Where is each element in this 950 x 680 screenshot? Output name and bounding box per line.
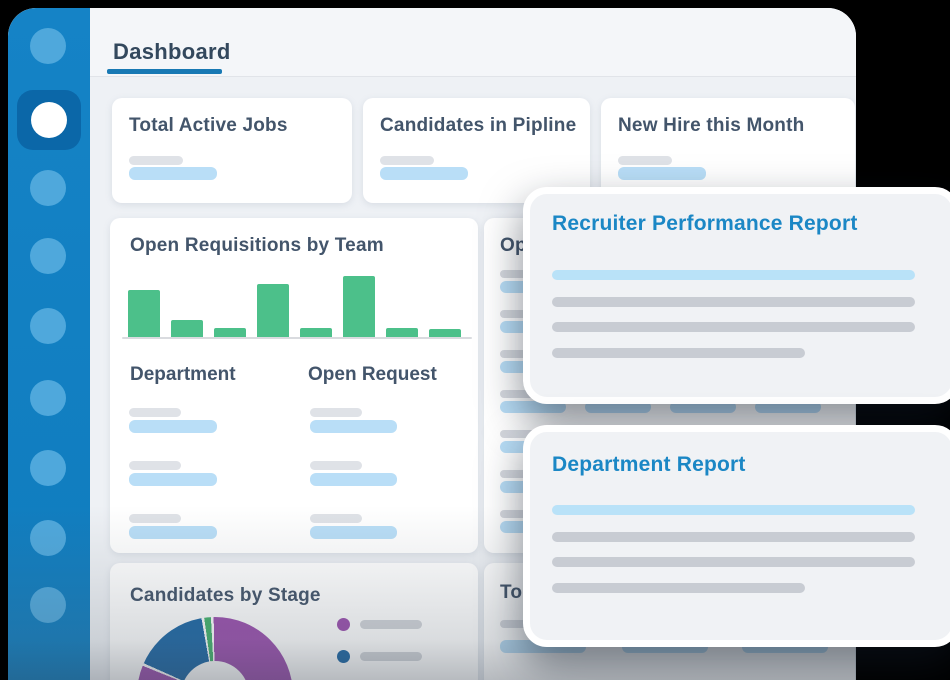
card-title: Open Requisitions by Team [130,235,384,256]
skeleton-value [129,167,217,180]
skeleton-cell [129,420,217,433]
bar [214,328,246,339]
skeleton-line [552,532,915,542]
department-report-card[interactable]: Department Report [523,425,950,647]
nav-dot-icon[interactable] [30,170,66,206]
bar [257,284,289,339]
card-title-partial: To [500,582,523,603]
bar [386,328,418,339]
stat-card-candidates-in-pipeline: Candidates in Pipline [363,98,590,203]
skeleton-label [380,156,434,165]
page-title: Dashboard [113,38,231,64]
skeleton-value [380,167,468,180]
skeleton-cell [500,430,544,438]
report-title: Department Report [552,453,746,476]
skeleton-cell [310,514,362,523]
nav-dot-icon[interactable] [30,587,66,623]
skeleton-cell [310,408,362,417]
bar [429,329,461,339]
sidebar-item-active[interactable] [17,90,81,150]
skeleton-cell [755,401,821,413]
nav-dot-active-icon [31,102,67,138]
skeleton-cell [500,350,544,358]
skeleton-line [552,583,805,593]
skeleton-cell [129,526,217,539]
legend-dot [337,618,350,631]
skeleton-line [552,348,805,358]
bar [128,290,160,339]
skeleton-line [552,322,915,332]
report-title: Recruiter Performance Report [552,212,858,235]
bar [300,328,332,339]
skeleton-cell [500,510,544,518]
bar-chart [128,276,461,339]
skeleton-line [552,297,915,307]
skeleton-label [618,156,672,165]
skeleton-label [129,156,183,165]
nav-dot-icon[interactable] [30,380,66,416]
column-header-open-request: Open Request [308,364,437,385]
nav-dot-icon[interactable] [30,520,66,556]
donut-chart [137,617,293,680]
candidates-by-stage-card: Candidates by Stage [110,563,478,680]
nav-dot-icon[interactable] [30,450,66,486]
card-title: Total Active Jobs [129,115,288,136]
skeleton-cell [129,461,181,470]
skeleton-cell [310,420,397,433]
skeleton-cell [500,620,540,628]
stat-card-total-active-jobs: Total Active Jobs [112,98,352,203]
skeleton-cell [585,401,651,413]
skeleton-cell [500,470,544,478]
skeleton-cell [129,408,181,417]
chart-baseline [122,337,472,339]
skeleton-line [552,505,915,515]
header: Dashboard [90,8,856,77]
skeleton-value [618,167,706,180]
card-title: Candidates by Stage [130,585,321,606]
recruiter-performance-report-card[interactable]: Recruiter Performance Report [523,187,950,404]
skeleton-cell [500,401,566,413]
skeleton-cell [670,401,736,413]
skeleton-line [552,557,915,567]
nav-dot-icon[interactable] [30,308,66,344]
skeleton-cell [129,514,181,523]
bar [171,320,203,339]
column-header-department: Department [130,364,236,385]
nav-dot-icon[interactable] [30,28,66,64]
skeleton-line [552,270,915,280]
card-title-partial: Op [500,235,527,256]
stat-card-new-hire-this-month: New Hire this Month [601,98,855,203]
sidebar [8,8,90,680]
skeleton-cell [310,461,362,470]
nav-dot-icon[interactable] [30,238,66,274]
donut-hole [181,661,249,680]
skeleton-cell [500,390,544,398]
legend-dot [337,650,350,663]
skeleton-cell [500,270,544,278]
open-requisitions-card: Open Requisitions by Team Department Ope… [110,218,478,553]
skeleton-cell [500,310,544,318]
legend-label-skeleton [360,620,422,629]
skeleton-cell [310,526,397,539]
card-title: Candidates in Pipline [380,115,577,136]
active-tab-indicator [107,69,222,74]
card-title: New Hire this Month [618,115,805,136]
legend-label-skeleton [360,652,422,661]
bar [343,276,375,339]
skeleton-cell [310,473,397,486]
skeleton-cell [129,473,217,486]
